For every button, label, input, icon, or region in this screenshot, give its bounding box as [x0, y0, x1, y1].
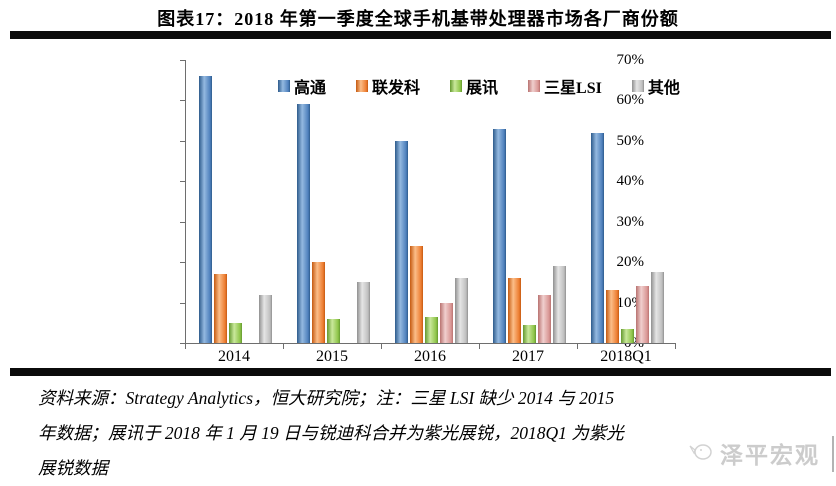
watermark-logo-icon	[688, 440, 714, 467]
x-tick-label: 2014	[218, 348, 250, 365]
bar-其他-2016	[454, 278, 468, 343]
bar-group-2014	[186, 60, 284, 343]
source-note-line: 年数据；展讯于 2018 年 1 月 19 日与锐迪科合并为紫光展锐，2018Q…	[38, 423, 624, 443]
bar-其他-2015	[356, 282, 370, 343]
legend-label: 其他	[647, 80, 680, 97]
x-tick-mark	[283, 344, 284, 349]
y-tick-label: 60%	[616, 92, 645, 109]
chart-legend: 高通 联发科 展讯 三星LSI 其他	[278, 74, 680, 98]
bar-其他-2018Q1	[650, 272, 664, 343]
x-tick-mark	[185, 344, 186, 349]
legend-label: 展讯	[466, 80, 499, 97]
bar-三星LSI-2016	[439, 302, 453, 343]
y-tick-label: 70%	[616, 52, 645, 68]
legend-item-展讯: 展讯	[450, 74, 498, 98]
bar-高通-2015	[296, 104, 310, 343]
source-note-line: 资料来源：Strategy Analytics，恒大研究院；注：三星 LSI 缺…	[38, 388, 615, 408]
source-note: 资料来源：Strategy Analytics，恒大研究院；注：三星 LSI 缺…	[38, 381, 808, 486]
bar-其他-2017	[552, 266, 566, 343]
bar-其他-2014	[258, 294, 272, 343]
y-tick-mark	[180, 181, 185, 183]
y-tick-label: 50%	[616, 132, 645, 149]
legend-swatch-icon	[450, 80, 463, 92]
bar-展讯-2018Q1	[620, 328, 634, 343]
y-tick-mark	[180, 302, 185, 304]
y-tick-mark	[180, 262, 185, 264]
bar-高通-2018Q1	[590, 132, 604, 343]
bar-group-2018Q1	[578, 60, 676, 343]
legend-swatch-icon	[631, 80, 644, 92]
bar-展讯-2015	[326, 318, 340, 343]
bar-展讯-2014	[228, 322, 242, 343]
bar-高通-2016	[394, 140, 408, 343]
legend-item-联发科: 联发科	[356, 74, 420, 98]
watermark: 泽平宏观	[688, 436, 820, 470]
x-tick-mark	[479, 344, 480, 349]
legend-swatch-icon	[356, 80, 369, 92]
y-tick-label: 20%	[616, 254, 645, 271]
bar-联发科-2015	[311, 262, 325, 343]
x-tick-label: 2015	[316, 348, 348, 365]
y-tick-mark	[180, 60, 185, 61]
y-tick-label: 30%	[616, 213, 645, 230]
x-tick-mark	[381, 344, 382, 349]
bar-三星LSI-2018Q1	[635, 286, 649, 343]
watermark-divider	[832, 436, 834, 472]
legend-swatch-icon	[528, 80, 541, 92]
bar-联发科-2016	[409, 245, 423, 343]
footer-rule	[10, 368, 831, 376]
x-tick-label: 2016	[414, 348, 446, 365]
bar-group-2015	[284, 60, 382, 343]
chart-title: 图表17：2018 年第一季度全球手机基带处理器市场各厂商份额	[157, 9, 679, 29]
bar-group-2017	[480, 60, 578, 343]
source-note-line: 展锐数据	[38, 458, 108, 478]
bar-展讯-2016	[424, 316, 438, 343]
y-tick-mark	[180, 343, 185, 344]
bar-联发科-2018Q1	[605, 290, 619, 343]
x-tick-label: 2017	[512, 348, 544, 365]
legend-swatch-icon	[278, 80, 290, 92]
bar-联发科-2014	[213, 274, 227, 343]
bar-chart: 0% 10% 20% 30% 40% 50% 60% 70% 高通 联发科 展讯 三星LSI 其他 2…	[145, 52, 690, 368]
bar-三星LSI-2017	[537, 294, 551, 343]
x-tick-label: 2018Q1	[600, 348, 652, 365]
legend-item-其他: 其他	[631, 74, 680, 98]
y-tick-mark	[180, 140, 185, 142]
bar-group-2016	[382, 60, 480, 343]
bar-联发科-2017	[507, 278, 521, 343]
bar-展讯-2017	[522, 324, 536, 343]
legend-label: 联发科	[372, 80, 421, 97]
plot-area: 高通 联发科 展讯 三星LSI 其他	[185, 60, 680, 344]
legend-label: 高通	[294, 80, 327, 97]
legend-label: 三星LSI	[544, 80, 602, 97]
y-tick-mark	[180, 100, 185, 102]
title-rule	[10, 31, 831, 39]
bar-高通-2017	[492, 128, 506, 343]
y-tick-label: 40%	[616, 173, 645, 190]
bar-高通-2014	[198, 76, 212, 343]
watermark-text: 泽平宏观	[720, 442, 820, 468]
legend-item-高通: 高通	[278, 74, 326, 98]
x-tick-mark	[577, 344, 578, 349]
legend-item-三星LSI: 三星LSI	[528, 74, 602, 98]
x-tick-mark	[675, 344, 676, 349]
y-tick-mark	[180, 221, 185, 223]
